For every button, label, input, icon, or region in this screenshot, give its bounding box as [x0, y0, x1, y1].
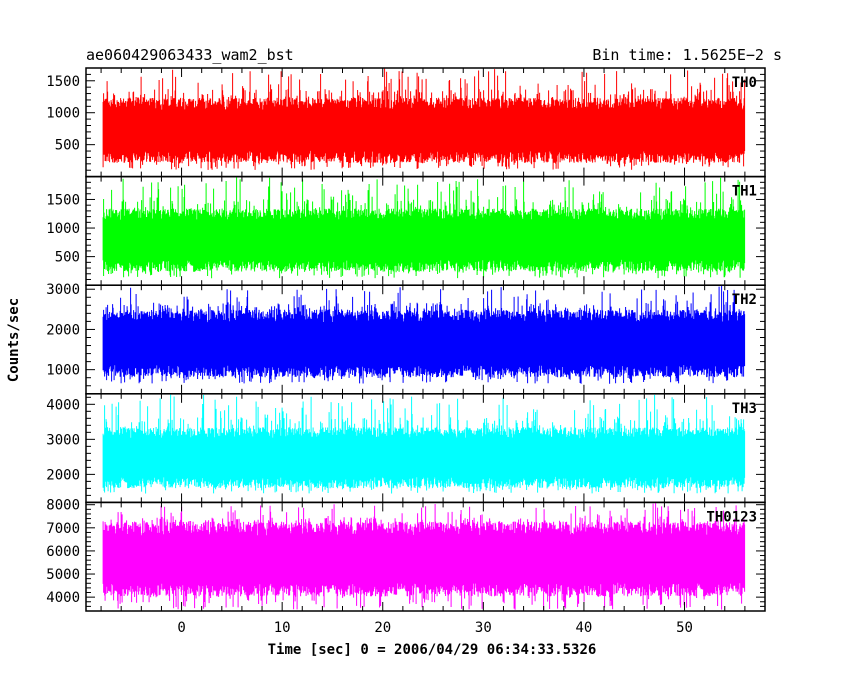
y-tick-label: 1500: [46, 74, 80, 90]
channel-label-th3: TH3: [732, 401, 757, 417]
y-tick-label: 3000: [46, 282, 80, 298]
channel-label-th2: TH2: [732, 292, 757, 308]
y-tick-label: 2000: [46, 467, 80, 483]
y-tick-label: 8000: [46, 498, 80, 514]
y-tick-label: 1000: [46, 221, 80, 237]
panel-th0: 500 1000 1500 TH0: [46, 67, 766, 178]
y-tick-label: 3000: [46, 432, 80, 448]
y-tick-label: 7000: [46, 521, 80, 537]
x-axis-label: Time [sec] 0 = 2006/04/29 06:34:33.5326: [268, 642, 597, 658]
panel-frame: [85, 501, 766, 612]
channel-label-th0123: TH0123: [706, 509, 757, 525]
y-axis-label: Counts/sec: [6, 298, 22, 382]
x-tick-label: 20: [374, 620, 391, 636]
y-tick-label: 500: [55, 250, 80, 266]
panel-th2: 1000 2000 3000 TH2: [46, 282, 766, 395]
panel-th0123: 4000 5000 6000 7000 8000 TH0123: [46, 498, 766, 612]
series-th0: [102, 68, 746, 170]
channel-label-th1: TH1: [732, 184, 757, 200]
x-tick-label: 30: [475, 620, 492, 636]
x-tick-label: 40: [576, 620, 593, 636]
series-th2: [102, 285, 746, 384]
y-tick-label: 6000: [46, 544, 80, 560]
y-tick-label: 2000: [46, 322, 80, 338]
y-tick-label: 1500: [46, 192, 80, 208]
bin-time-label: Bin time: 1.5625E−2 s: [592, 46, 782, 64]
y-tick-label: 5000: [46, 567, 80, 583]
panel-th1: 500 1000 1500 TH1: [46, 175, 766, 286]
y-tick-label: 4000: [46, 397, 80, 413]
x-tick-label: 10: [274, 620, 291, 636]
series-th0123: [102, 502, 746, 610]
chart-title: ae060429063433_wam2_bst: [86, 46, 294, 64]
series-th1: [102, 177, 746, 279]
channel-label-th0: TH0: [732, 75, 757, 91]
y-tick-label: 4000: [46, 590, 80, 606]
y-tick-label: 1000: [46, 106, 80, 122]
y-tick-label: 1000: [46, 363, 80, 379]
x-tick-label: 0: [177, 620, 185, 636]
y-tick-label: 500: [55, 138, 80, 154]
x-tick-label: 50: [676, 620, 693, 636]
panel-th3: 2000 3000 4000 TH3: [46, 393, 766, 504]
series-th3: [102, 394, 746, 494]
